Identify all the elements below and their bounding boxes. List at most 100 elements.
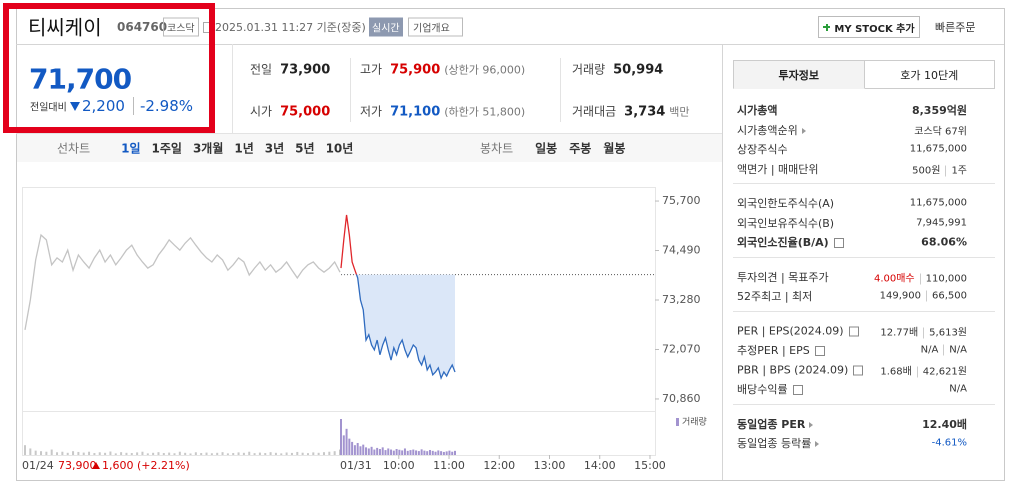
panel-row-label: 상장주식수 [737,141,788,157]
volume-legend-swatch [676,418,679,426]
volume-bar [322,452,325,455]
volume-bar [237,452,240,455]
label-text: PBR | BPS (2024.09) [737,363,849,376]
volume-bar [120,452,123,455]
volume-bar [258,452,261,455]
realtime-badge[interactable]: 실시간 [369,17,403,37]
stock-code: 064760 [117,20,168,34]
volume-bar [423,450,426,455]
tab[interactable]: 투자정보 [733,60,865,89]
market-badge: 코스닥 [163,17,199,37]
volume-bar [333,451,336,455]
period-option[interactable]: 월봉 [603,141,626,156]
volume-bar [205,452,208,455]
prev-date: 01/24 [22,459,54,472]
label-text: PER | EPS(2024.09) [737,324,844,337]
volume-bar [428,449,431,455]
volume-bar [398,449,401,455]
value-text: 1주 [945,165,967,176]
volume-bar [40,451,43,455]
panel-row-label: 외국인소진율(B/A) [737,234,844,250]
period-option[interactable]: 1일 [121,141,141,156]
value-text: 110,000 [919,273,967,284]
volume-bar [342,435,345,455]
volume-bar [370,446,373,455]
change-value: 2,200 [82,97,125,115]
label-text: 투자의견 | 목표주가 [737,270,829,284]
period-candle: 봉차트 일봉 주봉 월봉 [480,140,625,157]
volume-bar [221,452,224,455]
value-text: 500원 [912,165,941,176]
period-option[interactable]: 5년 [295,141,315,156]
volume-bar [136,452,139,455]
period-option[interactable]: 주봉 [569,141,592,156]
x-tick-label: 14:00 [584,459,616,472]
info-icon [814,346,825,356]
stock-name: 티씨케이 [28,15,102,40]
info-icon [853,365,864,375]
volume-bar [189,453,192,455]
volume-bar [253,453,256,455]
volume-bar [376,447,379,455]
volume-bar [367,448,370,455]
panel-separator [733,403,995,405]
volume-bar [264,453,267,455]
panel-row-label: 52주최고 | 최저 [737,288,812,304]
period-option[interactable]: 일봉 [535,141,558,156]
tab[interactable]: 호가 10단계 [864,60,995,89]
quote-note: (하한가 51,800) [444,105,526,119]
period-option[interactable]: 1년 [234,141,254,156]
label-text: 외국인소진율(B/A) [737,236,829,249]
volume-bar [152,452,155,455]
period-option[interactable]: 3개월 [192,141,224,156]
quote-label: 저가 [360,104,383,119]
quote-value: 73,900 [280,62,331,78]
panel-row-value: 8,359억원 [912,102,967,118]
label-text: 액면가 | 매매단위 [737,162,819,176]
period-option[interactable]: 1주일 [151,141,182,156]
info-icon [848,326,859,336]
volume-bar [280,453,283,455]
panel-row-value: 1.68배 42,621원 [880,362,967,377]
panel-row-label: 동일업종 PER [737,416,814,432]
panel-row-label: 시가총액 [737,102,777,118]
volume-bar [306,453,309,455]
panel-separator [733,310,995,312]
volume-bar [401,450,404,455]
panel-row-value: N/A [949,384,967,395]
quote-item: 저가 71,100 (하한가 51,800) [360,103,525,120]
my-stock-button[interactable]: MY STOCK 추가 [818,16,920,38]
value-text: 1.68배 [880,366,912,377]
volume-bar [56,452,59,455]
y-tick-label: 73,280 [662,293,701,306]
volume-bar [381,447,384,455]
quote-item: 거래량 50,994 [572,61,663,78]
plus-icon [823,23,831,31]
period-option[interactable]: 10년 [325,141,354,156]
volume-bar [359,446,362,455]
value-text: N/A [943,344,967,356]
info-icon [833,238,844,248]
volume-bar [130,453,133,455]
panel-row-value: 68.06% [921,236,967,249]
value-text: 42,621원 [916,366,967,377]
period-option[interactable]: 3년 [264,141,285,156]
volume-bar [82,452,85,455]
company-badge[interactable]: 기업개요 [408,17,463,37]
base-change: 1,600 (+2.21%) [102,459,190,472]
volume-bar [98,452,101,455]
plot-frame [22,187,656,456]
label-text: 배당수익률 [737,383,788,396]
x-tick-label: 11:00 [433,459,465,472]
panel-row-label: 외국인한도주식수(A) [737,195,834,211]
volume-bar [365,447,368,455]
quick-order[interactable]: 빠른주문 [935,21,976,34]
change-label: 전일대비 [30,102,67,114]
volume-bar [194,452,197,455]
volume-bar [412,449,415,455]
volume-bar [384,450,387,455]
x-tick-label: 10:00 [383,459,415,472]
panel-row-value: 7,945,991 [916,217,967,228]
volume-bar [269,452,272,455]
